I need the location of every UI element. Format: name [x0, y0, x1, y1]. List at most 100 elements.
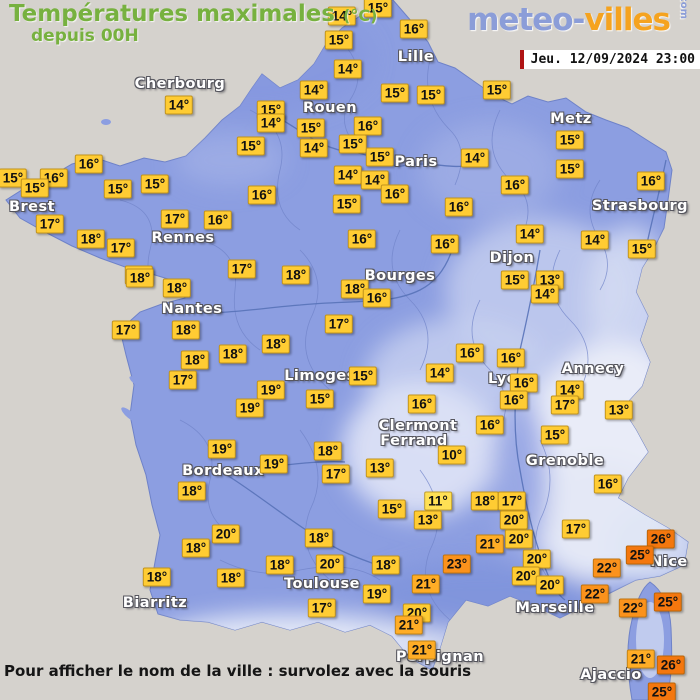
meteo-villes-logo[interactable]: meteo-villes .com	[467, 0, 697, 38]
temp-badge[interactable]: 15°	[348, 366, 378, 386]
temp-badge[interactable]: 20°	[315, 554, 345, 574]
temp-badge[interactable]: 18°	[181, 538, 211, 558]
temp-badge[interactable]: 15°	[380, 83, 410, 103]
temp-badge[interactable]: 17°	[111, 320, 141, 340]
temp-badge[interactable]: 18°	[304, 528, 334, 548]
temp-badge[interactable]: 16°	[380, 184, 410, 204]
temp-badge[interactable]: 21°	[394, 615, 424, 635]
temp-badge[interactable]: 17°	[35, 214, 65, 234]
temp-badge[interactable]: 16°	[399, 19, 429, 39]
temp-badge[interactable]: 26°	[646, 529, 676, 549]
temp-badge[interactable]: 14°	[425, 363, 455, 383]
temp-badge[interactable]: 16°	[347, 229, 377, 249]
temp-badge[interactable]: 21°	[407, 640, 437, 660]
temp-badge[interactable]: 19°	[256, 380, 286, 400]
temp-badge[interactable]: 18°	[265, 555, 295, 575]
temp-badge[interactable]: 18°	[313, 441, 343, 461]
temp-badge[interactable]: 14°	[333, 59, 363, 79]
temp-badge[interactable]: 14°	[299, 80, 329, 100]
temp-badge[interactable]: 17°	[561, 519, 591, 539]
temp-badge[interactable]: 15°	[305, 389, 335, 409]
temp-badge[interactable]: 18°	[261, 334, 291, 354]
temp-badge[interactable]: 25°	[625, 545, 655, 565]
temp-badge[interactable]: 15°	[482, 80, 512, 100]
temp-badge[interactable]: 16°	[362, 288, 392, 308]
temp-badge[interactable]: 15°	[555, 159, 585, 179]
temp-badge[interactable]: 15°	[324, 30, 354, 50]
temp-badge[interactable]: 16°	[203, 210, 233, 230]
temp-badge[interactable]: 15°	[0, 168, 28, 188]
temp-badge[interactable]: 17°	[106, 238, 136, 258]
temp-badge[interactable]: 19°	[362, 584, 392, 604]
temp-badge[interactable]: 15°	[363, 0, 393, 18]
temp-badge[interactable]: 15°	[20, 178, 50, 198]
temp-badge[interactable]: 15°	[140, 174, 170, 194]
temp-badge[interactable]: 21°	[475, 534, 505, 554]
temp-badge[interactable]: 19°	[259, 454, 289, 474]
temp-badge[interactable]: 14°	[164, 95, 194, 115]
temp-badge[interactable]: 18°	[142, 567, 172, 587]
temp-badge[interactable]: 15°	[555, 130, 585, 150]
temp-badge[interactable]: 14°	[460, 148, 490, 168]
temp-badge[interactable]: 18°	[371, 555, 401, 575]
temp-badge[interactable]: 20°	[504, 529, 534, 549]
temp-badge[interactable]: 18°	[76, 229, 106, 249]
temp-badge[interactable]: 16°	[455, 343, 485, 363]
temp-badge[interactable]: 18°	[180, 350, 210, 370]
temp-badge[interactable]: 15°	[540, 425, 570, 445]
temp-badge[interactable]: 21°	[626, 649, 656, 669]
temp-badge[interactable]: 15°	[377, 499, 407, 519]
temp-badge[interactable]: 17°	[497, 491, 527, 511]
temp-badge[interactable]: 14°	[256, 113, 286, 133]
temp-badge[interactable]: 15°	[416, 85, 446, 105]
temp-badge[interactable]: 16°	[353, 116, 383, 136]
temp-badge[interactable]: 14°	[555, 380, 585, 400]
temp-badge[interactable]: 15°	[500, 270, 530, 290]
temp-badge[interactable]: 17°	[227, 259, 257, 279]
temp-badge[interactable]: 18°	[171, 320, 201, 340]
temp-badge[interactable]: 20°	[211, 524, 241, 544]
temp-badge[interactable]: 14°	[299, 138, 329, 158]
temp-badge[interactable]: 11°	[424, 491, 452, 511]
temp-badge[interactable]: 15°	[338, 134, 368, 154]
temp-badge[interactable]: 15°	[365, 147, 395, 167]
temp-badge[interactable]: 16°	[247, 185, 277, 205]
temp-badge[interactable]: 16°	[636, 171, 666, 191]
temp-badge[interactable]: 16°	[74, 154, 104, 174]
temp-badge[interactable]: 18°	[177, 481, 207, 501]
temp-badge[interactable]: 10°	[437, 445, 467, 465]
temp-badge[interactable]: 15°	[236, 136, 266, 156]
temp-badge[interactable]: 26°	[656, 655, 686, 675]
temp-badge[interactable]: 22°	[618, 598, 648, 618]
temp-badge[interactable]: 13°	[413, 510, 443, 530]
temp-badge[interactable]: 20°	[535, 575, 565, 595]
temp-badge[interactable]: 17°	[160, 209, 190, 229]
temp-badge[interactable]: 16°	[475, 415, 505, 435]
temp-badge[interactable]: 21°	[411, 574, 441, 594]
temp-badge[interactable]: 16°	[500, 175, 530, 195]
temp-badge[interactable]: 16°	[499, 390, 529, 410]
temp-badge[interactable]: 18°	[216, 568, 246, 588]
temp-badge[interactable]: 14°	[515, 224, 545, 244]
temp-badge[interactable]: 14°	[530, 284, 560, 304]
temp-badge[interactable]: 23°	[442, 554, 472, 574]
temp-badge[interactable]: 17°	[550, 395, 580, 415]
temp-badge[interactable]: 17°	[321, 464, 351, 484]
temp-badge[interactable]: 14°	[333, 165, 363, 185]
temp-badge[interactable]: 18°	[125, 268, 155, 288]
temp-badge[interactable]: 17°	[324, 314, 354, 334]
temp-badge[interactable]: 15°	[332, 194, 362, 214]
temp-badge[interactable]: 15°	[627, 239, 657, 259]
temp-badge[interactable]: 17°	[307, 598, 337, 618]
temp-badge[interactable]: 16°	[496, 348, 526, 368]
temp-badge[interactable]: 14°	[580, 230, 610, 250]
temp-badge[interactable]: 15°	[296, 118, 326, 138]
temp-badge[interactable]: 16°	[430, 234, 460, 254]
temp-badge[interactable]: 22°	[592, 558, 622, 578]
temp-badge[interactable]: 18°	[470, 491, 500, 511]
temp-badge[interactable]: 19°	[235, 398, 265, 418]
temp-badge[interactable]: 17°	[168, 370, 198, 390]
temp-badge[interactable]: 13°	[604, 400, 634, 420]
temp-badge[interactable]: 16°	[593, 474, 623, 494]
temp-badge[interactable]: 25°	[653, 592, 683, 612]
